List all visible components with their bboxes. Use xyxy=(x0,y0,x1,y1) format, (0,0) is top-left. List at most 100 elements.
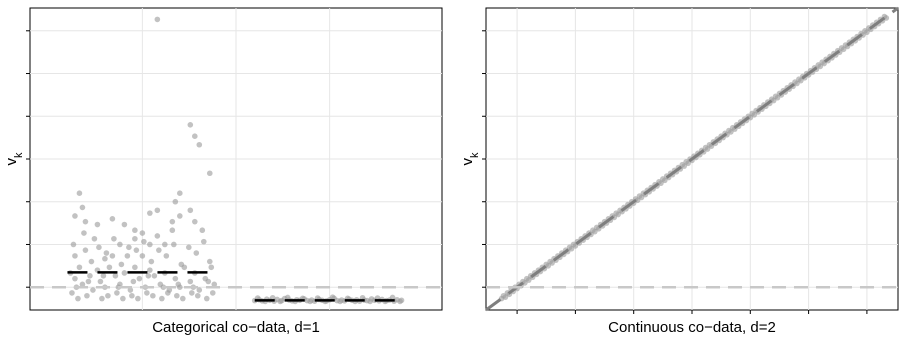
left-point xyxy=(76,264,83,271)
left-point xyxy=(154,16,161,23)
left-point xyxy=(145,273,152,279)
left-point xyxy=(102,255,108,262)
left-point xyxy=(87,273,93,279)
left-point xyxy=(211,281,218,288)
left-point xyxy=(192,133,198,140)
right-point xyxy=(570,241,577,248)
left-point xyxy=(133,247,140,253)
right-point xyxy=(500,292,507,299)
right-point xyxy=(683,159,689,165)
left-point xyxy=(208,264,215,271)
left-point xyxy=(112,273,119,279)
left-point xyxy=(177,213,183,219)
left-point xyxy=(132,264,138,271)
left-point xyxy=(154,233,161,239)
left-point xyxy=(163,253,170,259)
left-point xyxy=(209,290,216,296)
left-y-label-sub: k xyxy=(13,152,25,158)
left-point xyxy=(193,250,200,256)
left-point xyxy=(147,210,153,216)
right-point xyxy=(726,127,732,134)
left-y-label: vk xyxy=(3,152,25,166)
left-point xyxy=(100,273,107,279)
right-grid xyxy=(482,8,898,314)
left-y-label-main: v xyxy=(3,158,20,166)
left-point xyxy=(72,275,78,282)
left-point xyxy=(180,295,186,302)
left-point xyxy=(75,295,81,302)
left-grid xyxy=(26,8,442,310)
left-point xyxy=(130,278,137,285)
left-point xyxy=(136,275,143,282)
left-point xyxy=(284,294,291,301)
left-point xyxy=(156,247,162,253)
right-point xyxy=(613,210,620,216)
left-x-label: Categorical co−data, d=1 xyxy=(152,319,320,336)
right-point xyxy=(792,79,798,85)
left-point xyxy=(187,278,194,285)
left-point xyxy=(206,258,213,265)
left-point xyxy=(132,235,138,242)
left-point xyxy=(177,190,183,196)
left-point xyxy=(165,290,171,296)
left-point xyxy=(196,287,203,293)
left-point xyxy=(144,290,150,296)
left-point xyxy=(199,227,206,234)
left-point xyxy=(120,295,126,302)
right-point xyxy=(815,62,822,68)
right-point xyxy=(749,110,756,117)
left-point xyxy=(151,273,158,279)
right-point xyxy=(819,59,826,65)
left-point xyxy=(206,170,213,177)
right-point xyxy=(679,161,686,168)
left-point xyxy=(76,190,83,196)
left-point xyxy=(205,278,212,285)
left-lines xyxy=(30,271,442,302)
left-point xyxy=(111,235,117,242)
left-point xyxy=(135,295,141,302)
left-point xyxy=(329,294,336,300)
left-point xyxy=(118,261,125,268)
right-point xyxy=(524,275,530,282)
left-point xyxy=(178,261,185,268)
left-point xyxy=(169,218,176,225)
left-point xyxy=(132,227,138,234)
left-point xyxy=(72,253,78,259)
left-point xyxy=(91,235,98,242)
left-point xyxy=(109,216,116,222)
left-point xyxy=(129,292,135,299)
left-point xyxy=(154,207,161,214)
left-point xyxy=(85,278,92,285)
left-point xyxy=(117,241,123,248)
right-point xyxy=(702,144,709,151)
left-point xyxy=(82,247,89,253)
left-point xyxy=(99,295,105,302)
right-point xyxy=(547,258,553,265)
left-point xyxy=(171,241,177,248)
right-diagonal-line xyxy=(485,6,899,312)
left-point xyxy=(172,198,179,205)
right-point xyxy=(772,93,779,100)
left-point xyxy=(94,221,101,228)
right-lines xyxy=(485,6,899,312)
right-point xyxy=(660,176,666,182)
left-point xyxy=(187,122,194,128)
right-point xyxy=(566,244,573,251)
left-point xyxy=(72,213,78,219)
left-point xyxy=(97,278,104,285)
left-point xyxy=(150,292,156,299)
left-point xyxy=(90,287,96,293)
right-point xyxy=(838,45,845,51)
left-point xyxy=(147,267,153,273)
left-point xyxy=(397,298,403,305)
right-point xyxy=(862,27,868,34)
left-point xyxy=(109,253,116,259)
left-point xyxy=(79,204,86,211)
left-point xyxy=(187,207,194,214)
right-panel: Continuous co−data, d=2 vk xyxy=(459,6,899,336)
left-point xyxy=(139,230,146,236)
left-point xyxy=(103,250,110,256)
left-point xyxy=(114,290,120,296)
left-point xyxy=(70,241,77,248)
